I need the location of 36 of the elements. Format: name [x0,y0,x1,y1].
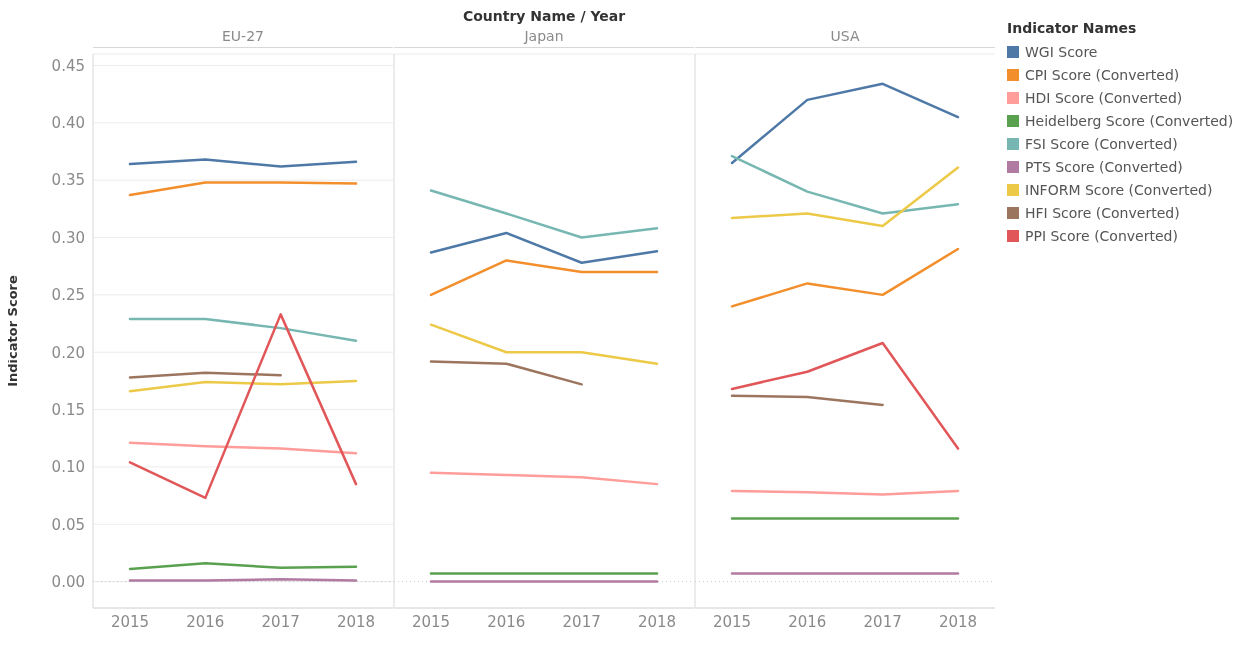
chart-title: Country Name / Year [462,8,626,24]
x-tick-label: 2017 [261,612,300,631]
legend-label: HDI Score (Converted) [1025,89,1183,106]
y-tick-label: 0.40 [51,114,85,133]
x-tick-label: 2015 [110,612,150,631]
y-tick-label: 0.00 [51,572,85,591]
x-tick-label: 2017 [562,612,601,631]
legend-label: INFORM Score (Converted) [1025,181,1213,198]
y-tick-label: 0.15 [51,400,85,419]
y-tick-label: 0.10 [51,458,85,477]
x-tick-label: 2016 [487,612,526,631]
legend-label: CPI Score (Converted) [1025,66,1180,83]
x-tick-label: 2018 [938,612,978,631]
legend-label: FSI Score (Converted) [1025,135,1178,152]
y-tick-label: 0.05 [51,515,85,534]
y-tick-label: 0.20 [51,343,85,362]
chart-subtitle: USA [830,27,860,44]
y-tick-label: 0.45 [51,56,85,75]
x-tick-label: 2018 [336,612,376,631]
y-tick-label: 0.25 [51,286,85,305]
x-tick-label: 2016 [186,612,225,631]
x-tick-label: 2016 [788,612,827,631]
chart-subtitle: EU-27 [222,27,264,44]
legend-label: PPI Score (Converted) [1025,227,1178,244]
chart-subtitle: Japan [524,27,564,44]
x-tick-label: 2015 [411,612,451,631]
x-tick-label: 2018 [637,612,677,631]
legend-label: HFI Score (Converted) [1025,204,1180,221]
x-tick-label: 2017 [863,612,902,631]
y-tick-label: 0.35 [51,171,85,190]
legend-title: Indicator Names [1007,20,1138,36]
y-tick-label: 0.30 [51,228,85,247]
legend-label: WGI Score [1025,43,1098,60]
legend-label: Heidelberg Score (Converted) [1025,112,1234,129]
legend-label: PTS Score (Converted) [1025,158,1183,175]
x-tick-label: 2015 [712,612,752,631]
